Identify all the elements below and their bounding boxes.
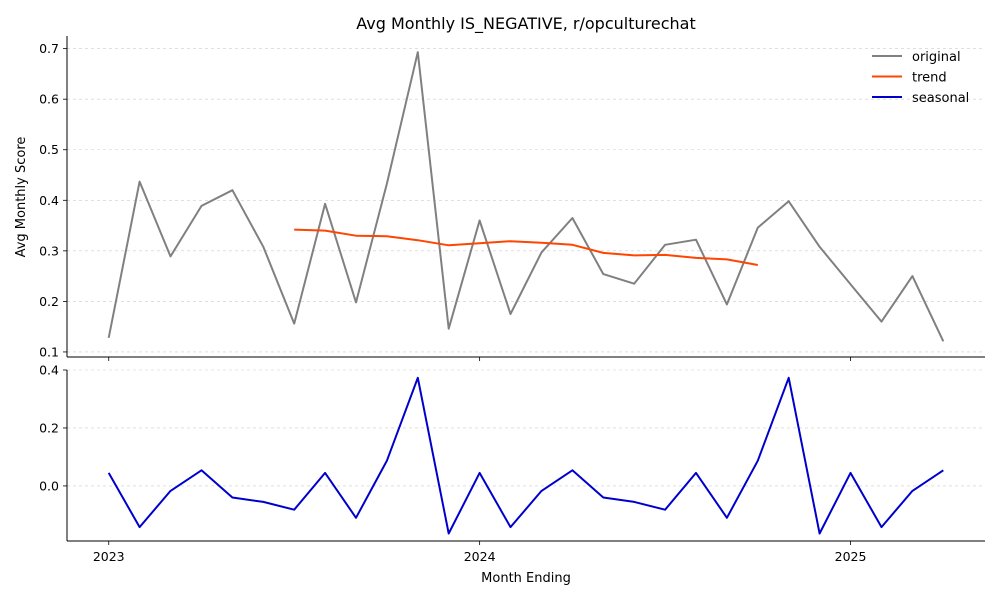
legend-label-original: original xyxy=(912,50,961,65)
x-tick-label: 2024 xyxy=(464,549,496,564)
series-line-trend xyxy=(294,228,758,266)
top-y-tick-label: 0.3 xyxy=(39,243,59,258)
top-y-tick-label: 0.5 xyxy=(39,142,59,157)
top-y-tick-label: 0.4 xyxy=(39,193,59,208)
x-tick-label: 2025 xyxy=(835,549,867,564)
x-tick-label: 2023 xyxy=(93,549,125,564)
series-line-original xyxy=(107,51,945,342)
chart-title: Avg Monthly IS_NEGATIVE, r/opculturechat xyxy=(356,14,695,34)
top-y-tick-label: 0.1 xyxy=(39,344,59,359)
bottom-y-tick-label: 0.2 xyxy=(39,420,59,435)
bottom-y-tick-label: 0.4 xyxy=(39,363,59,378)
bottom-panel: 0.0 0.2 0.4 2023 2024 2025 xyxy=(39,363,985,564)
top-panel: 0.1 0.2 0.3 0.4 0.5 0.6 0.7 xyxy=(39,36,985,361)
legend-label-seasonal: seasonal xyxy=(912,91,969,106)
top-y-tick-label: 0.7 xyxy=(39,41,59,56)
top-y-tick-label: 0.6 xyxy=(39,92,59,107)
x-axis-label: Month Ending xyxy=(481,571,571,586)
top-y-tick-label: 0.2 xyxy=(39,294,59,309)
series-line-seasonal xyxy=(107,376,944,535)
top-y-axis-label: Avg Monthly Score xyxy=(14,137,29,258)
legend-label-trend: trend xyxy=(912,71,947,86)
bottom-y-tick-label: 0.0 xyxy=(39,478,59,493)
legend: original trend seasonal xyxy=(872,50,969,106)
